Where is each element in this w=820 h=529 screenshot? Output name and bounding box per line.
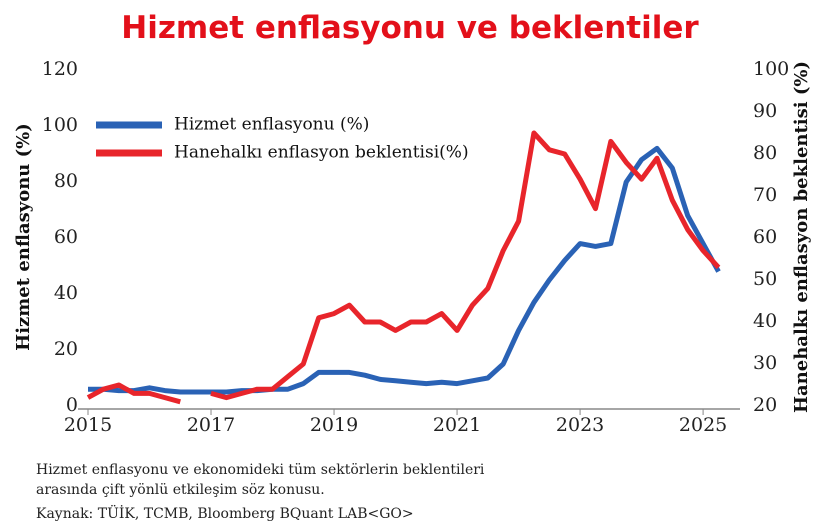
y2-tick-label: 80 xyxy=(753,142,777,164)
x-tick-label: 2017 xyxy=(187,414,235,436)
y2-tick-label: 40 xyxy=(753,310,777,332)
chart-title: Hizmet enflasyonu ve beklentiler xyxy=(121,10,699,46)
source: Kaynak: TÜİK, TCMB, Bloomberg BQuant LAB… xyxy=(36,504,414,522)
x-tick-label: 2015 xyxy=(64,414,112,436)
y2-axis-label: Hanehalkı enflasyon beklentisi (%) xyxy=(791,61,812,413)
x-tick-label: 2019 xyxy=(310,414,358,436)
note: arasında çift yönlü etkileşim söz konusu… xyxy=(36,482,325,498)
y-tick-label: 80 xyxy=(54,170,78,192)
y2-tick-label: 30 xyxy=(753,352,777,374)
series-line xyxy=(86,130,721,405)
x-tick-label: 2021 xyxy=(433,414,481,436)
y2-tick-label: 60 xyxy=(753,226,777,248)
note: Hizmet enflasyonu ve ekonomideki tüm sek… xyxy=(36,462,485,478)
y-tick-label: 60 xyxy=(54,226,78,248)
y-tick-label: 40 xyxy=(54,282,78,304)
y-tick-label: 0 xyxy=(66,394,78,416)
x-tick-label: 2025 xyxy=(679,414,727,436)
x-tick-label: 2023 xyxy=(556,414,604,436)
y2-tick-label: 20 xyxy=(753,394,777,416)
y2-tick-label: 90 xyxy=(753,100,777,122)
y-tick-label: 20 xyxy=(54,338,78,360)
y-tick-label: 100 xyxy=(42,114,78,136)
y2-tick-label: 100 xyxy=(753,58,789,80)
y-tick-label: 120 xyxy=(42,58,78,80)
series-line xyxy=(88,145,721,395)
y2-tick-label: 70 xyxy=(753,184,777,206)
legend-label: Hanehalkı enflasyon beklentisi(%) xyxy=(174,143,469,163)
y-axis-label: Hizmet enflasyonu (%) xyxy=(13,123,34,351)
legend-label: Hizmet enflasyonu (%) xyxy=(174,115,369,135)
y2-tick-label: 50 xyxy=(753,268,777,290)
